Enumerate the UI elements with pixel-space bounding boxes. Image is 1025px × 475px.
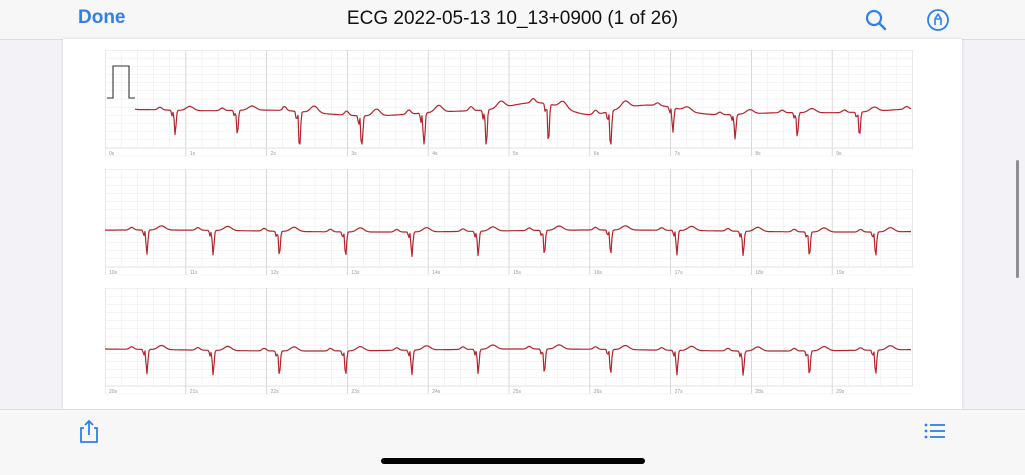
ecg-grid	[105, 169, 913, 268]
time-tick-label: 7s	[675, 151, 681, 157]
ecg-grid	[105, 50, 913, 149]
time-tick-label: 11s	[190, 270, 198, 276]
time-tick-label: 25s	[513, 389, 522, 395]
time-tick-label: 29s	[836, 389, 845, 395]
ecg-strip-2: 10s 11s 12s 13s 14s 15s 16s 17s 18s 19s	[105, 169, 913, 279]
markup-pen-icon[interactable]	[926, 8, 950, 32]
search-icon[interactable]	[864, 8, 888, 32]
time-tick-label: 26s	[594, 389, 603, 395]
time-tick-label: 0s	[109, 151, 115, 157]
time-tick-label: 20s	[109, 389, 118, 395]
ecg-chart-3: 20s 21s 22s 23s 24s 25s 26s 27s 28s 29s	[105, 288, 913, 395]
ecg-trace	[105, 344, 911, 376]
top-toolbar: Done ECG 2022-05-13 10_13+0900 (1 of 26)	[0, 0, 1025, 40]
time-tick-label: 22s	[271, 389, 280, 395]
time-tick-label: 15s	[513, 270, 522, 276]
home-indicator	[381, 458, 645, 464]
ecg-trace	[134, 97, 912, 145]
ecg-chart-2: 10s 11s 12s 13s 14s 15s 16s 17s 18s 19s	[105, 169, 913, 276]
time-tick-label: 28s	[755, 389, 764, 395]
document-title: ECG 2022-05-13 10_13+0900 (1 of 26)	[346, 8, 679, 29]
share-icon[interactable]	[76, 418, 102, 444]
time-tick-label: 1s	[190, 151, 196, 157]
time-tick-label: 4s	[432, 151, 438, 157]
time-tick-label: 21s	[190, 389, 199, 395]
time-tick-label: 23s	[351, 389, 360, 395]
time-tick-label: 27s	[675, 389, 684, 395]
ecg-strip-1: 0s 1s 2s 3s 4s 5s 6s 7s 8s 9s	[105, 50, 913, 160]
list-icon[interactable]	[922, 418, 948, 444]
time-tick-label: 14s	[432, 270, 441, 276]
time-tick-label: 2s	[271, 151, 277, 157]
vertical-scrollbar[interactable]	[1016, 160, 1019, 278]
done-button[interactable]: Done	[78, 7, 126, 28]
time-tick-label: 24s	[432, 389, 441, 395]
time-tick-label: 3s	[351, 151, 357, 157]
calibration-pulse	[107, 65, 135, 99]
pdf-page: 0s 1s 2s 3s 4s 5s 6s 7s 8s 9s 10s 11s 12s 13s 14s 15s 1…	[63, 39, 962, 409]
time-tick-label: 9s	[836, 151, 842, 157]
ecg-trace	[105, 225, 911, 258]
ecg-grid	[105, 288, 913, 387]
time-tick-label: 19s	[836, 270, 845, 276]
bottom-toolbar	[0, 409, 1025, 475]
time-tick-label: 17s	[675, 270, 684, 276]
time-tick-label: 5s	[513, 151, 519, 157]
ecg-chart-1: 0s 1s 2s 3s 4s 5s 6s 7s 8s 9s	[105, 50, 913, 157]
time-tick-label: 12s	[271, 270, 280, 276]
time-tick-label: 10s	[109, 270, 118, 276]
time-tick-label: 18s	[755, 270, 764, 276]
time-tick-label: 16s	[594, 270, 603, 276]
time-tick-label: 8s	[755, 151, 761, 157]
time-tick-label: 13s	[351, 270, 360, 276]
time-tick-label: 6s	[594, 151, 600, 157]
ecg-strip-3: 20s 21s 22s 23s 24s 25s 26s 27s 28s 29s	[105, 288, 913, 398]
